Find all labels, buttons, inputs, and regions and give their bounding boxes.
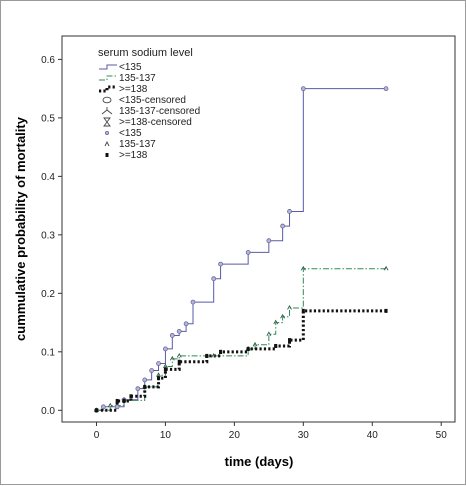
data-point [273, 319, 279, 325]
data-point [245, 249, 251, 255]
legend-label: 135-137 [119, 139, 156, 150]
data-point [300, 86, 306, 92]
data-point [300, 265, 306, 271]
legend-label: <135 [119, 128, 142, 139]
data-point [266, 331, 272, 336]
legend-censor-swatch [103, 117, 111, 127]
plot-area [61, 35, 456, 423]
data-point [156, 361, 161, 366]
x-tick-label: 10 [160, 430, 172, 441]
legend-label: >=138-censored [119, 117, 192, 128]
data-point [114, 404, 120, 410]
data-point [211, 353, 217, 358]
data-point [122, 398, 126, 403]
data-point [115, 398, 119, 403]
data-point [219, 349, 223, 354]
data-point [143, 384, 147, 389]
y-tick-label: 0.3 [41, 230, 55, 241]
data-point [218, 261, 223, 267]
data-point [287, 209, 292, 214]
y-tick-label: 0.0 [41, 406, 55, 417]
data-point [280, 313, 286, 319]
series-group [94, 86, 389, 413]
data-point [163, 367, 167, 372]
data-point [183, 321, 189, 327]
x-axis-title: time (days) [225, 454, 294, 469]
data-point [135, 386, 141, 392]
data-point [383, 265, 389, 271]
data-point [129, 394, 133, 399]
legend: serum sodium level <135135-137>=138<135-… [98, 47, 200, 161]
data-point [169, 355, 175, 361]
y-tick-label: 0.2 [41, 289, 55, 300]
legend-label: <135 [119, 62, 142, 73]
data-point [252, 341, 258, 347]
x-tick-label: 30 [298, 430, 310, 441]
data-point [156, 372, 161, 377]
legend-line-swatch [99, 64, 117, 70]
data-point [190, 299, 196, 305]
legend-line-swatch [99, 75, 117, 81]
data-point [177, 359, 181, 364]
data-point [176, 328, 182, 334]
data-point [266, 238, 272, 244]
x-axis-ticks: 0 10 20 30 40 50 [94, 422, 448, 441]
legend-censor-swatch [102, 96, 112, 104]
data-point [94, 408, 98, 413]
data-point [100, 404, 106, 410]
data-point [301, 308, 305, 313]
legend-label: >=138 [119, 150, 148, 161]
data-point [274, 343, 278, 348]
y-tick-label: 0.4 [41, 172, 55, 183]
data-point [163, 346, 168, 352]
legend-censor-swatch [101, 107, 113, 115]
x-tick-label: 0 [94, 430, 100, 441]
legend-marker-swatch [104, 140, 110, 147]
data-point [383, 86, 389, 92]
series-line-2 [96, 309, 387, 412]
data-point [149, 368, 155, 373]
data-point [246, 346, 250, 351]
y-axis-title: cummulative probability of mortality [13, 116, 28, 341]
data-point [163, 363, 168, 369]
legend-title: serum sodium level [98, 47, 193, 59]
y-axis-ticks: 0.0 0.1 0.2 0.3 0.4 0.5 0.6 [41, 55, 62, 417]
data-point [169, 333, 175, 338]
data-point [287, 305, 292, 310]
legend-line-swatch [99, 85, 117, 93]
x-tick-label: 50 [436, 430, 448, 441]
data-point [107, 402, 113, 408]
legend-label: 135-137 [119, 73, 156, 84]
legend-label: >=138 [119, 84, 148, 95]
legend-marker-swatch [105, 130, 110, 135]
legend-marker-swatch [105, 153, 109, 157]
x-tick-label: 40 [367, 430, 379, 441]
series-line-1 [96, 268, 387, 411]
data-point [142, 377, 148, 383]
y-tick-label: 0.6 [41, 55, 55, 66]
legend-label: 135-137-censored [119, 106, 200, 117]
data-point [205, 353, 209, 358]
y-tick-label: 0.5 [41, 113, 55, 124]
data-point [280, 223, 286, 229]
data-point [288, 338, 292, 343]
data-point [176, 353, 182, 358]
legend-label: <135-censored [119, 95, 186, 106]
data-point [157, 376, 161, 381]
x-tick-label: 20 [229, 430, 241, 441]
y-tick-label: 0.1 [41, 347, 55, 358]
data-point [384, 308, 388, 313]
data-point [211, 276, 217, 282]
